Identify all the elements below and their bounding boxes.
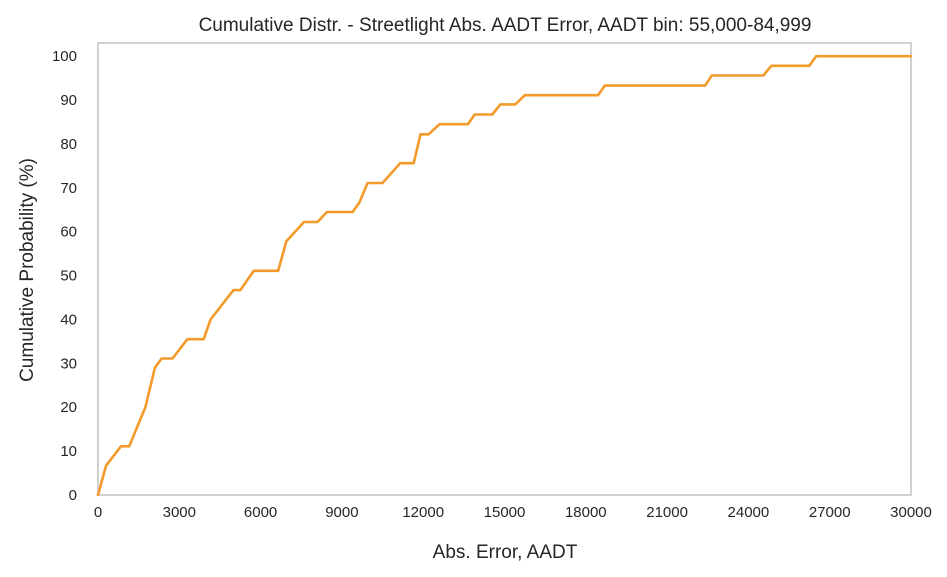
- y-tick-label: 20: [60, 399, 77, 416]
- y-tick-label: 60: [60, 224, 77, 241]
- y-tick-label: 10: [60, 443, 77, 460]
- y-tick-label: 30: [60, 355, 77, 372]
- x-tick-label: 15000: [484, 504, 526, 521]
- x-tick-label: 18000: [565, 504, 607, 521]
- x-tick-label: 3000: [163, 504, 196, 521]
- y-tick-label: 90: [60, 92, 77, 109]
- x-axis-title: Abs. Error, AADT: [433, 542, 578, 563]
- x-tick-label: 21000: [646, 504, 688, 521]
- x-tick-label: 12000: [402, 504, 444, 521]
- plot-frame: [97, 42, 912, 496]
- y-tick-labels: 0 10 20 30 40 50 60 70 80 90 100: [52, 48, 77, 504]
- chart-title: Cumulative Distr. - Streetlight Abs. AAD…: [199, 15, 812, 36]
- y-tick-label: 50: [60, 268, 77, 285]
- y-tick-label: 70: [60, 180, 77, 197]
- y-tick-label: 100: [52, 48, 77, 65]
- x-tick-label: 27000: [809, 504, 851, 521]
- y-tick-label: 80: [60, 136, 77, 153]
- y-tick-label: 40: [60, 311, 77, 328]
- y-tick-label: 0: [69, 487, 77, 504]
- cdf-series-line: [96, 54, 913, 497]
- series-layer: [96, 54, 913, 497]
- x-tick-label: 6000: [244, 504, 277, 521]
- x-tick-label: 30000: [890, 504, 932, 521]
- x-tick-labels: 0 3000 6000 9000 12000 15000 18000 21000 24000 27…: [94, 504, 932, 521]
- x-tick-label: 24000: [728, 504, 770, 521]
- x-tick-label: 0: [94, 504, 102, 521]
- y-axis-title: Cumulative Probability (%): [17, 158, 38, 382]
- x-tick-label: 9000: [325, 504, 358, 521]
